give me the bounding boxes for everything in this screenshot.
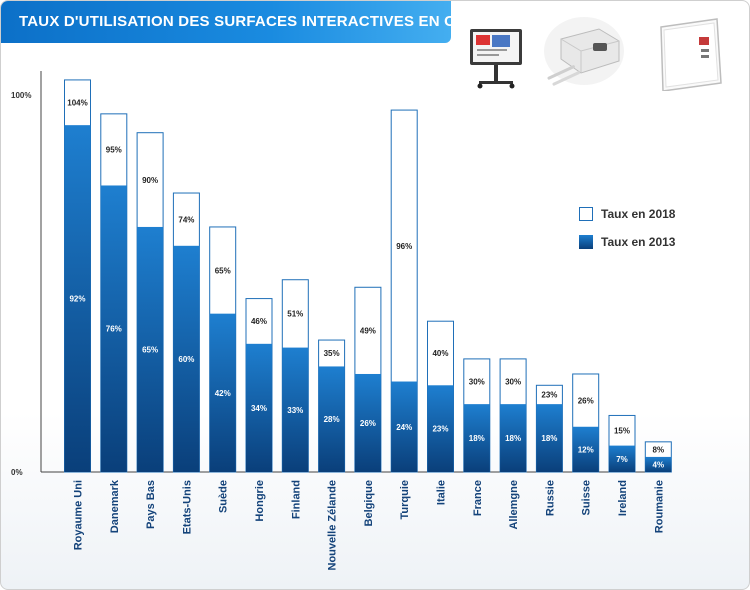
category-label: Pays Bas [145, 480, 157, 529]
data-label-2018: 65% [215, 266, 231, 275]
category-label: Suède [218, 480, 230, 513]
bar-2013 [609, 445, 635, 472]
data-label-2013: 92% [69, 295, 85, 304]
data-label-2013: 18% [505, 434, 521, 443]
category-label: Roumanie [653, 480, 665, 533]
data-label-2018: 15% [614, 427, 630, 436]
legend-label-2013: Taux en 2013 [601, 235, 676, 249]
data-label-2018: 74% [178, 215, 194, 224]
category-label: Ireland [617, 480, 629, 516]
projector-with-pens-icon [544, 17, 624, 86]
data-label-2013: 42% [215, 389, 231, 398]
bar-2013 [282, 347, 309, 472]
category-label: Finland [290, 480, 302, 519]
bar-2013 [100, 185, 127, 473]
category-label: Danemark [109, 479, 121, 533]
whiteboard-icon [660, 18, 722, 91]
data-label-2018: 40% [432, 349, 448, 358]
category-label: Belgique [363, 480, 375, 526]
data-label-2018: 104% [67, 99, 87, 108]
data-label-2018: 8% [653, 445, 665, 454]
data-label-2018: 90% [142, 176, 158, 185]
data-label-2013: 28% [324, 415, 340, 424]
data-label-2013: 23% [432, 425, 448, 434]
data-label-2013: 60% [178, 355, 194, 364]
bar-2013 [391, 381, 418, 472]
data-label-2013: 34% [251, 404, 267, 413]
data-label-2018: 23% [541, 391, 557, 400]
data-label-2018: 95% [106, 146, 122, 155]
bar-2013 [463, 404, 490, 472]
data-label-2013: 18% [469, 434, 485, 443]
bar-2013 [354, 373, 381, 472]
bar-2013 [173, 245, 200, 472]
data-label-2013: 26% [360, 419, 376, 428]
category-label: Russie [544, 480, 556, 516]
data-label-2018: 49% [360, 327, 376, 336]
y-tick-label: 100% [11, 91, 31, 100]
data-label-2013: 7% [616, 455, 628, 464]
category-label: Allemgne [508, 480, 520, 530]
bar-2013 [645, 456, 672, 472]
legend-label-2018: Taux en 2018 [601, 207, 676, 221]
data-label-2013: 4% [653, 460, 665, 469]
category-label: Etats-Unis [181, 480, 193, 534]
category-label: Hongrie [254, 480, 266, 522]
bar-2013 [318, 366, 345, 472]
data-label-2018: 35% [324, 349, 340, 358]
data-label-2013: 18% [541, 434, 557, 443]
interactive-board-on-stand-icon [470, 29, 522, 89]
category-label: Royaume Uni [73, 480, 85, 550]
y-tick-label: 0% [11, 468, 23, 477]
data-label-2018: 30% [469, 378, 485, 387]
data-label-2018: 96% [396, 242, 412, 251]
title-banner: TAUX D'UTILISATION DES SURFACES INTERACT… [1, 1, 506, 43]
data-label-2018: 46% [251, 317, 267, 326]
bar-2013 [246, 343, 272, 472]
legend-swatch-2018 [579, 207, 593, 221]
bar-2013 [536, 404, 563, 472]
category-label: France [472, 480, 484, 516]
data-label-2013: 24% [396, 423, 412, 432]
data-label-2013: 12% [578, 445, 594, 454]
data-label-2018: 30% [505, 378, 521, 387]
bar-2013 [209, 313, 236, 472]
data-label-2013: 76% [106, 325, 122, 334]
legend-swatch-2013 [579, 235, 593, 249]
category-label: Suisse [581, 480, 593, 515]
data-label-2013: 33% [287, 406, 303, 415]
data-label-2013: 65% [142, 345, 158, 354]
category-label: Italie [436, 480, 448, 505]
bar-2013 [572, 426, 599, 472]
category-label: Nouvelle Zélande [327, 480, 339, 570]
bar-2013 [500, 404, 527, 472]
data-label-2018: 26% [578, 396, 594, 405]
chart-title: TAUX D'UTILISATION DES SURFACES INTERACT… [19, 13, 507, 30]
bar-2013 [137, 226, 164, 472]
bar-2013 [427, 385, 454, 472]
bar-2013 [64, 125, 91, 472]
data-label-2018: 51% [287, 310, 303, 319]
category-label: Turquie [399, 480, 411, 520]
